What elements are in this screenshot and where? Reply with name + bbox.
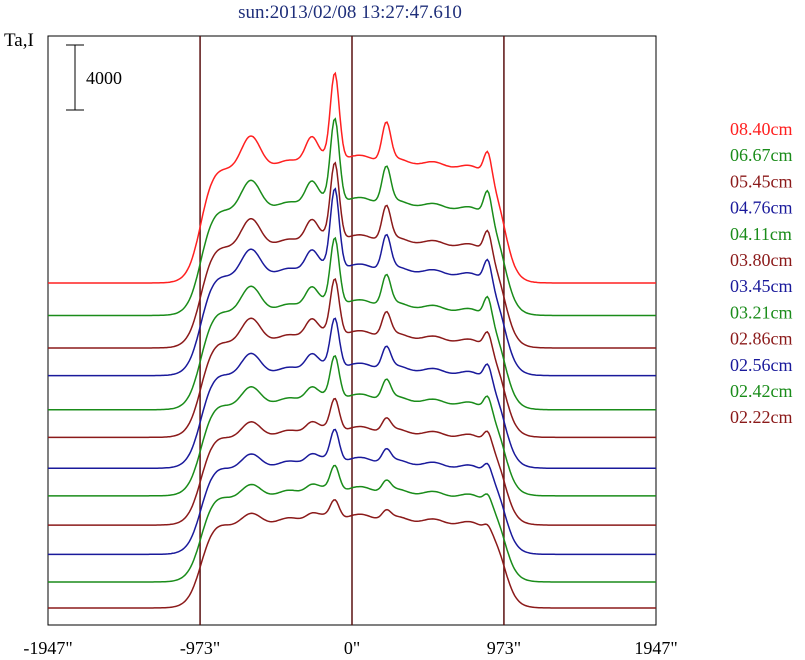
series-line-02.42cm	[48, 464, 656, 583]
legend: 08.40cm 06.67cm 05.45cm 04.76cm 04.11cm 03.80…	[730, 119, 793, 427]
legend-entry: 06.67cm	[730, 145, 793, 165]
series-line-02.56cm	[48, 428, 656, 556]
legend-entry: 03.45cm	[730, 276, 793, 296]
series-line-08.40cm	[48, 71, 656, 284]
legend-entry: 02.56cm	[730, 355, 793, 375]
series-line-03.21cm	[48, 355, 656, 497]
series-line-03.80cm	[48, 277, 656, 439]
x-tick-label: -1947"	[23, 638, 72, 658]
x-tick-labels: -1947" -973" 0" 973" 1947"	[23, 638, 677, 658]
legend-entry: 04.76cm	[730, 198, 793, 218]
x-tick-label: 0"	[344, 638, 360, 658]
legend-entry: 04.11cm	[730, 224, 792, 244]
series-line-05.45cm	[48, 161, 656, 349]
legend-entry: 02.86cm	[730, 329, 793, 349]
series-line-04.11cm	[48, 236, 656, 411]
legend-entry: 02.42cm	[730, 381, 793, 401]
y-axis-label: Ta,I	[4, 30, 34, 51]
scale-bar-label: 4000	[86, 68, 122, 88]
chart-title: sun:2013/02/08 13:27:47.610	[238, 2, 462, 23]
x-tick-label: 1947"	[634, 638, 677, 658]
series-line-02.22cm	[48, 499, 656, 609]
series-line-02.86cm	[48, 397, 656, 526]
legend-entry: 05.45cm	[730, 171, 793, 191]
legend-entry: 02.22cm	[730, 407, 793, 427]
series-line-04.76cm	[48, 187, 656, 377]
vertical-reference-lines	[199, 36, 505, 625]
legend-entry: 03.21cm	[730, 302, 793, 322]
x-tick-label: 973"	[487, 638, 521, 658]
scale-bar: 4000	[66, 44, 122, 111]
series-line-06.67cm	[48, 117, 656, 317]
series-group	[48, 71, 656, 609]
legend-entry: 03.80cm	[730, 250, 793, 270]
legend-entry: 08.40cm	[730, 119, 793, 139]
series-line-03.45cm	[48, 317, 656, 469]
x-tick-label: -973"	[180, 638, 220, 658]
